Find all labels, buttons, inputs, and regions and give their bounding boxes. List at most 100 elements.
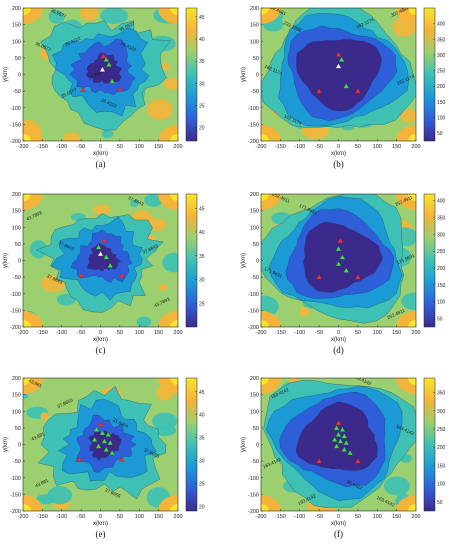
colorbar-tick-label: 25 xyxy=(199,301,205,307)
contour-label: 35.0577 xyxy=(118,21,136,33)
panel-d: 252.4911 252.4911171.9631171.9631171.9631… xyxy=(241,192,446,355)
station-marker xyxy=(107,262,113,268)
station-marker xyxy=(347,450,353,455)
y-tick-label: -50 xyxy=(251,275,259,281)
station-marker xyxy=(343,267,350,273)
y-tick-label: -100 xyxy=(10,106,21,112)
panel-caption: (c) xyxy=(96,345,106,355)
x-tick-label: -50 xyxy=(315,514,323,520)
station-marker xyxy=(99,66,106,72)
contour-patch xyxy=(158,284,169,291)
y-tick-label: 200 xyxy=(12,376,21,382)
colorbar-tick-label: 400 xyxy=(437,199,446,205)
colorbar-tick-label: 45 xyxy=(199,15,205,21)
x-tick-label: 0 xyxy=(99,514,102,520)
contour-patch xyxy=(147,99,173,120)
colorbar-tick-label: 25 xyxy=(199,104,205,110)
station-marker xyxy=(337,438,344,444)
colorbar-tick-label: 100 xyxy=(437,300,446,306)
x-tick-label: -100 xyxy=(294,144,305,150)
y-tick-label: -50 xyxy=(251,89,259,95)
x-tick-label: 200 xyxy=(173,144,182,150)
y-tick-label: -200 xyxy=(10,325,21,331)
contour-field: 163.4142163.4142163.4142163.414296.64221… xyxy=(261,374,416,511)
station-marker xyxy=(316,458,322,464)
y-tick-label: -150 xyxy=(248,122,259,128)
panel-caption: (b) xyxy=(333,159,344,169)
colorbar-tick-label: 40 xyxy=(199,413,205,419)
contour-label: 43.7893 xyxy=(153,296,171,308)
contour-patch xyxy=(23,504,31,511)
station-marker xyxy=(109,450,115,455)
contour-patch xyxy=(99,8,129,24)
y-tick-label: -150 xyxy=(248,492,259,498)
y-tick-label: 0 xyxy=(18,259,21,265)
contour-label: 37.8643 xyxy=(58,240,76,252)
contour-label: 37.8655 xyxy=(143,447,161,459)
contour-field: 43.881 37.8655 31.8464 43.881 37.8655 43.881 3… xyxy=(23,378,178,511)
colorbar-tick-label: 200 xyxy=(437,84,446,90)
contour-patch xyxy=(170,134,178,141)
station-marker xyxy=(343,83,350,89)
contour-label: 23.7664 xyxy=(87,69,105,81)
colorbar-tick-label: 250 xyxy=(437,249,446,255)
x-tick-label: -200 xyxy=(17,144,28,150)
station-marker xyxy=(119,456,125,462)
station-marker xyxy=(316,88,322,94)
colorbar-tick-label: 200 xyxy=(437,445,446,451)
station-marker xyxy=(97,421,104,427)
y-tick-label: -100 xyxy=(10,292,21,298)
y-axis-label: y(km) xyxy=(241,253,247,268)
x-tick-label: -200 xyxy=(17,330,28,336)
y-axis-label: y(km) xyxy=(3,437,9,452)
station-marker xyxy=(316,274,322,280)
x-tick-label: 50 xyxy=(117,144,123,150)
colorbar-tick-label: 45 xyxy=(199,390,205,396)
x-tick-label: 100 xyxy=(135,144,144,150)
colorbar-tick-label: 20 xyxy=(199,504,205,510)
colorbar-tick-label: 300 xyxy=(437,53,446,59)
x-tick-label: -150 xyxy=(275,144,286,150)
y-tick-label: 0 xyxy=(18,73,21,79)
y-tick-label: 100 xyxy=(12,409,21,415)
station-marker xyxy=(333,425,340,431)
y-tick-label: 200 xyxy=(250,6,259,12)
colorbar-tick-label: 200 xyxy=(437,266,446,272)
station-marker xyxy=(335,431,342,437)
contour-patch xyxy=(56,293,76,306)
station-marker xyxy=(76,456,82,462)
y-tick-label: 150 xyxy=(12,209,21,215)
x-tick-label: -100 xyxy=(56,330,67,336)
contour-patch xyxy=(408,378,416,385)
colorbar-tick-label: 100 xyxy=(437,116,446,122)
colorbar-tick-label: 30 xyxy=(199,459,205,465)
x-tick-label: 0 xyxy=(337,144,340,150)
station-marker xyxy=(78,272,84,278)
contour-label: 37.8655 xyxy=(104,487,122,499)
y-tick-label: -200 xyxy=(248,509,259,515)
colorbar-tick-label: 40 xyxy=(199,230,205,236)
colorbar-tick-label: 45 xyxy=(199,206,205,212)
station-marker xyxy=(103,446,110,452)
x-tick-label: -50 xyxy=(77,330,85,336)
x-tick-label: -200 xyxy=(255,144,266,150)
y-tick-label: 100 xyxy=(250,409,259,415)
x-tick-label: -100 xyxy=(294,514,305,520)
contour-label: 302.4681 xyxy=(390,5,410,18)
contour-patch xyxy=(261,134,269,141)
colorbar xyxy=(185,7,198,142)
contour-label: 163.4142 xyxy=(353,374,373,387)
station-marker xyxy=(355,274,361,280)
contour-field: 35.0577 35.0577 35.0577 26.4122 29.4122 23.76… xyxy=(23,8,178,141)
panel-caption: (f) xyxy=(334,529,343,539)
station-marker xyxy=(91,436,98,442)
colorbar xyxy=(423,7,436,142)
contour-patch xyxy=(23,134,31,141)
y-tick-label: -200 xyxy=(248,325,259,331)
contour-label: 37.8643 xyxy=(46,273,64,285)
contour-patch xyxy=(261,504,269,511)
station-marker xyxy=(337,237,344,243)
y-tick-label: 50 xyxy=(253,426,259,432)
contour-patch xyxy=(170,378,178,385)
y-axis-label: y(km) xyxy=(241,437,247,452)
